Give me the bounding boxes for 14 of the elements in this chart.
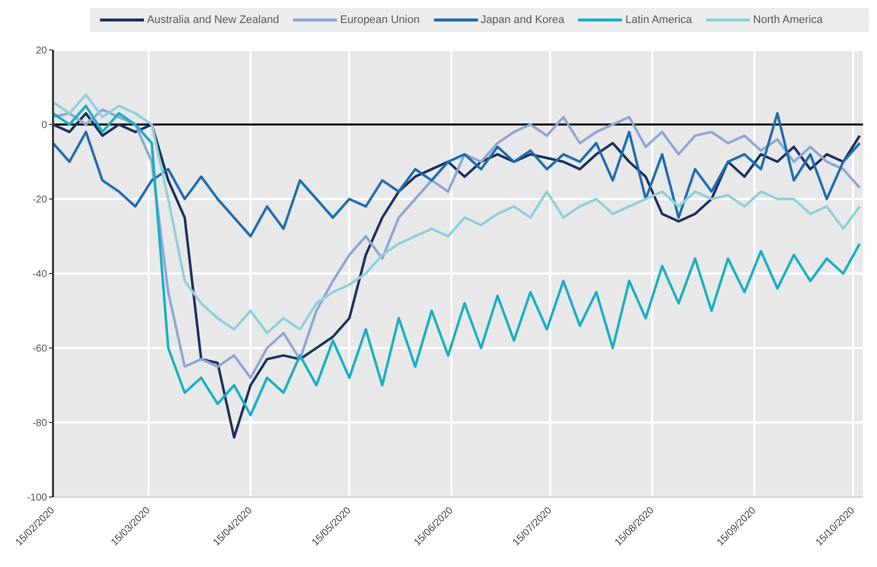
line-series (53, 93, 861, 334)
y-tick-label: -100 (26, 492, 48, 504)
y-tick-label: -60 (32, 344, 48, 355)
y-tick-label: 20 (36, 46, 48, 57)
legend-label: Australia and New Zealand (147, 14, 280, 26)
y-tick-label: -40 (32, 269, 48, 280)
legend-label: Latin America (625, 14, 692, 26)
legend-label: European Union (340, 14, 420, 26)
line-series (53, 112, 861, 238)
y-tick-label: -20 (32, 194, 48, 206)
legend-label: North America (753, 14, 823, 26)
y-tick-label: -80 (32, 418, 48, 430)
legend-label: Japan and Korea (480, 14, 564, 26)
y-tick-label: 0 (41, 120, 48, 132)
